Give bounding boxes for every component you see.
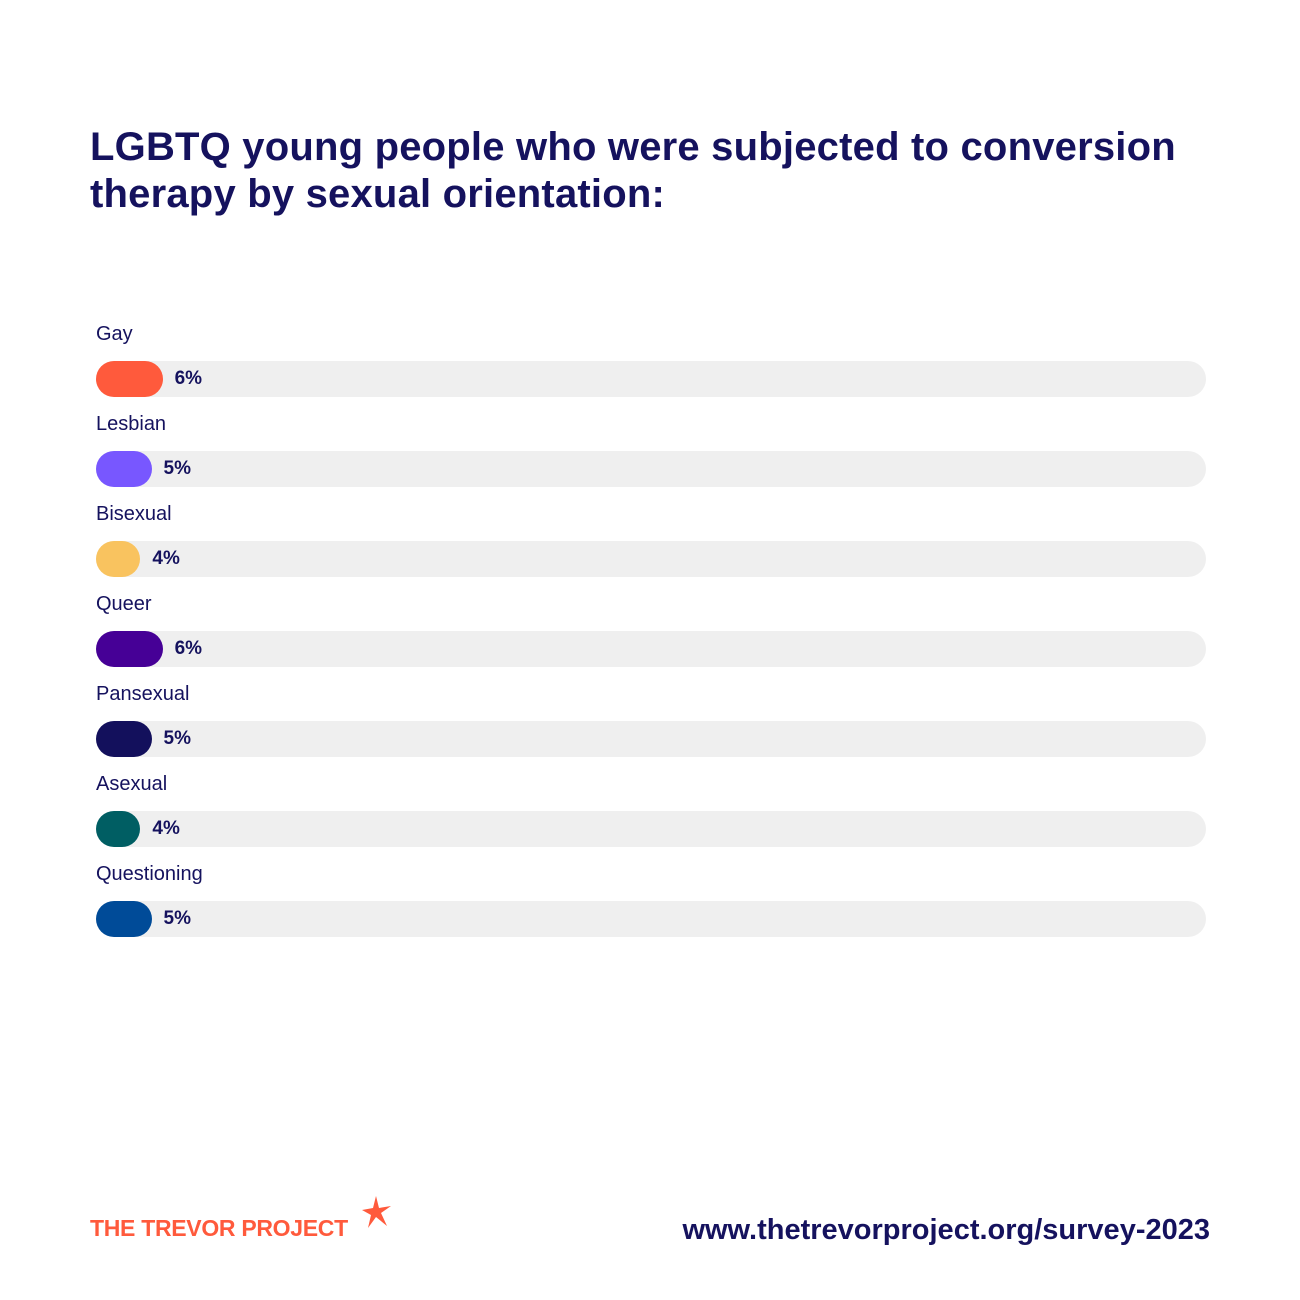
category-label: Lesbian [96, 413, 167, 435]
bar [96, 901, 152, 937]
bar-track: 4% [96, 811, 1206, 847]
value-label: 5% [163, 908, 191, 929]
survey-url: www.thetrevorproject.org/survey-2023 [682, 1214, 1210, 1246]
bar-track: 6% [96, 361, 1206, 397]
bar [96, 721, 152, 757]
value-label: 6% [174, 368, 203, 389]
value-label: 5% [163, 728, 191, 749]
bar [96, 361, 163, 397]
category-label: Questioning [96, 863, 203, 885]
value-label: 4% [152, 548, 180, 569]
bar-track: 6% [96, 631, 1206, 667]
value-label: 6% [174, 638, 203, 659]
bar [96, 541, 141, 577]
value-label: 5% [163, 458, 191, 479]
bar-row: Asexual 4% [96, 770, 1206, 850]
category-label: Queer [96, 593, 152, 615]
bar-track: 5% [96, 901, 1206, 937]
bar-row: Bisexual 4% [96, 500, 1206, 580]
category-label: Pansexual [96, 683, 190, 705]
bar-track: 5% [96, 721, 1206, 757]
bar [96, 631, 163, 667]
bar-track: 4% [96, 541, 1206, 577]
bar-row: Queer 6% [96, 590, 1206, 670]
value-label: 4% [152, 818, 180, 839]
trevor-project-logo: THE TREVOR PROJECT [90, 1196, 400, 1246]
bar-track: 5% [96, 451, 1206, 487]
bar [96, 811, 141, 847]
logo-wordmark: THE TREVOR PROJECT [90, 1215, 348, 1241]
bar [96, 451, 152, 487]
category-label: Asexual [96, 773, 168, 795]
bar-row: Gay 6% [96, 320, 1206, 400]
category-label: Gay [96, 323, 133, 345]
bar-row: Pansexual 5% [96, 680, 1206, 760]
category-label: Bisexual [96, 503, 172, 525]
bar-row: Lesbian 5% [96, 410, 1206, 490]
bar-row: Questioning 5% [96, 860, 1206, 940]
star-icon [362, 1196, 391, 1228]
chart-title: LGBTQ young people who were subjected to… [90, 125, 1176, 216]
